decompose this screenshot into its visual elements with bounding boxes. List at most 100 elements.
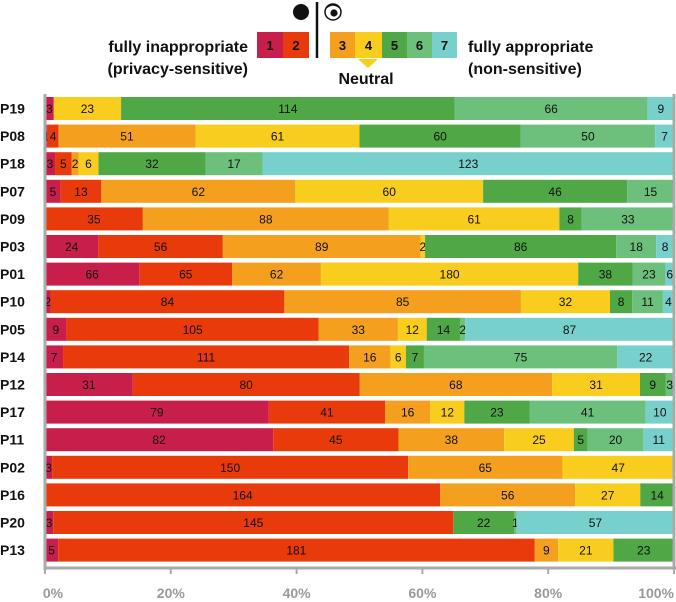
bar-segment	[504, 428, 574, 452]
x-tick-label: 60%	[408, 585, 437, 601]
bar-value-label: 3	[45, 461, 52, 475]
bar-segment	[405, 345, 424, 369]
legend-swatch-label: 2	[292, 38, 299, 53]
bar-segment	[460, 317, 466, 341]
bar-value-label: 66	[85, 268, 99, 282]
bar-value-label: 15	[644, 185, 658, 199]
bar-value-label: 2	[420, 240, 427, 254]
bar-value-label: 12	[441, 406, 455, 420]
bar-segment	[573, 428, 588, 452]
bar-segment	[562, 455, 674, 479]
bar-value-label: 13	[74, 185, 88, 199]
bar-segment	[45, 400, 269, 424]
bar-segment	[45, 207, 143, 231]
bar-value-label: 51	[120, 130, 134, 144]
bar-value-label: 60	[383, 185, 397, 199]
x-axis	[43, 94, 676, 570]
bar-value-label: 11	[652, 433, 665, 447]
bar-segment	[58, 124, 196, 148]
bar-value-label: 114	[278, 102, 297, 116]
bar-value-label: 33	[352, 323, 366, 337]
bar-segment	[284, 290, 521, 314]
bar-value-label: 65	[179, 268, 193, 282]
bar-value-label: 45	[329, 433, 343, 447]
bar-segment	[464, 400, 530, 424]
bar-value-label: 31	[589, 378, 603, 392]
bar-segment	[262, 152, 674, 176]
bar-value-label: 11	[641, 295, 654, 309]
category-label: P08	[0, 128, 25, 144]
bar-value-label: 5	[48, 544, 55, 558]
bar-segment	[647, 97, 674, 120]
category-label: P03	[0, 239, 25, 255]
bar-segment	[420, 235, 426, 258]
bar-segment	[232, 262, 321, 286]
bar-value-label: 87	[563, 323, 577, 337]
bar-segment	[430, 400, 465, 424]
legend-swatch-label: 3	[339, 38, 346, 53]
category-label: P16	[0, 487, 25, 503]
bar-value-label: 65	[479, 461, 493, 475]
bar-segment	[295, 179, 484, 203]
bar-segment	[643, 428, 674, 452]
bar-segment	[559, 207, 582, 231]
bar-value-label: 4	[665, 295, 672, 309]
category-label: P20	[0, 515, 25, 531]
bar-value-label: 17	[227, 157, 241, 171]
bar-segment	[534, 538, 559, 562]
bar-segment	[516, 511, 674, 534]
bar-segment	[139, 262, 233, 286]
bar-value-label: 6	[85, 157, 92, 171]
bar-value-label: 35	[87, 212, 101, 226]
bar-value-label: 31	[82, 378, 96, 392]
bar-segment	[52, 455, 409, 479]
bar-value-label: 22	[639, 350, 653, 364]
bar-segment	[45, 455, 53, 479]
category-label: P02	[0, 459, 25, 475]
bar-value-label: 181	[286, 544, 306, 558]
bar-value-label: 89	[315, 240, 329, 254]
bar-segment	[397, 317, 427, 341]
bar-segment	[45, 152, 56, 176]
category-label: P11	[0, 432, 24, 448]
bar-segment	[66, 317, 319, 341]
legend-swatch-2	[283, 32, 309, 58]
bar-segment	[627, 179, 674, 203]
bar-segment	[45, 373, 133, 396]
bar-value-label: 56	[501, 488, 515, 502]
bar-value-label: 3	[47, 157, 54, 171]
category-label: P19	[0, 101, 25, 117]
bar-segment	[359, 124, 521, 148]
bar-value-label: 75	[514, 350, 528, 364]
bar-value-label: 180	[440, 268, 460, 282]
bar-segment	[425, 235, 617, 258]
bar-segment	[587, 428, 644, 452]
bar-segment	[454, 97, 648, 120]
bar-segment	[645, 400, 674, 424]
bar-segment	[617, 345, 674, 369]
bar-value-label: 61	[271, 130, 285, 144]
bar-segment	[222, 235, 421, 258]
bar-value-label: 8	[567, 212, 574, 226]
bar-value-label: 3	[666, 378, 673, 392]
legend-swatch-4	[355, 32, 382, 58]
bar-value-label: 41	[581, 406, 595, 420]
bar-value-label: 24	[65, 240, 79, 254]
bar-value-label: 38	[445, 433, 459, 447]
bar-value-label: 145	[243, 516, 263, 530]
legend-swatch-5	[382, 32, 407, 58]
bar-segment	[385, 400, 431, 424]
bar-segment	[45, 428, 274, 452]
bar-value-label: 25	[532, 433, 546, 447]
bar-segment	[205, 152, 263, 176]
bar-segment	[423, 345, 618, 369]
legend-swatch-1	[257, 32, 283, 58]
bar-segment	[45, 483, 441, 507]
bar-segment	[388, 207, 560, 231]
bar-segment	[665, 373, 674, 396]
bar-segment	[58, 538, 535, 562]
bar-value-label: 79	[150, 406, 164, 420]
bar-value-label: 5	[577, 433, 584, 447]
bar-segment	[662, 290, 674, 314]
bar-value-label: 8	[618, 295, 625, 309]
